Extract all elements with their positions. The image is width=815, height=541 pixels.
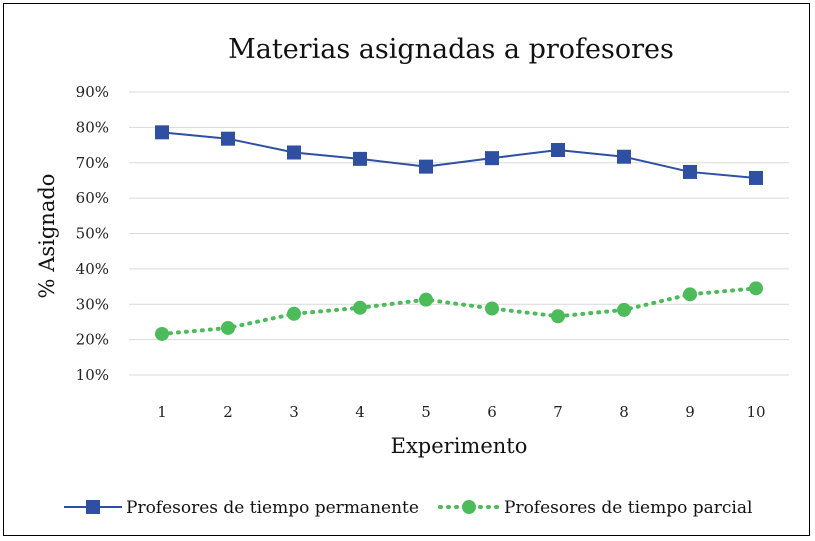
- chart-frame: Materias asignadas a profesores 10% 20% 30…: [3, 3, 810, 536]
- y-tick-label: 60%: [76, 189, 109, 207]
- y-tick-label: 50%: [76, 225, 109, 243]
- y-axis-ticks: 10% 20% 30% 40% 50% 60% 70% 80% 90%: [76, 83, 109, 384]
- y-tick-label: 10%: [76, 366, 109, 384]
- y-tick-label: 80%: [76, 118, 109, 136]
- legend-item-permanent: Profesores de tiempo permanente: [64, 498, 419, 518]
- data-point: [287, 306, 301, 321]
- data-point: [617, 302, 631, 317]
- x-axis-ticks: 1 2 3 4 5 6 7 8 9 10: [157, 403, 765, 421]
- y-axis-title: % Asignado: [35, 174, 59, 299]
- legend-marker-square: [86, 500, 100, 514]
- x-axis-title: Experimento: [391, 434, 528, 458]
- data-point: [485, 151, 499, 166]
- data-point: [155, 125, 169, 140]
- x-tick-label: 1: [157, 403, 167, 421]
- data-point: [683, 287, 697, 302]
- y-tick-label: 40%: [76, 260, 109, 278]
- data-point: [155, 326, 169, 341]
- x-tick-label: 10: [746, 403, 765, 421]
- data-point: [551, 309, 565, 324]
- y-tick-label: 90%: [76, 83, 109, 101]
- data-point: [287, 145, 301, 160]
- data-point: [551, 143, 565, 158]
- x-tick-label: 7: [553, 403, 563, 421]
- chart-title: Materias asignadas a profesores: [228, 34, 674, 65]
- data-point: [353, 151, 367, 166]
- x-tick-label: 2: [223, 403, 233, 421]
- data-point: [749, 170, 763, 185]
- data-point: [419, 159, 433, 174]
- y-tick-label: 20%: [76, 331, 109, 349]
- legend-label-parcial: Profesores de tiempo parcial: [504, 498, 752, 518]
- series-layer: [155, 125, 763, 341]
- x-tick-label: 3: [289, 403, 299, 421]
- x-tick-label: 5: [421, 403, 431, 421]
- series-permanent: [155, 125, 763, 185]
- legend-marker-circle: [462, 500, 476, 514]
- data-point: [617, 149, 631, 164]
- x-tick-label: 9: [685, 403, 695, 421]
- data-point: [221, 131, 235, 146]
- legend-label-permanent: Profesores de tiempo permanente: [126, 498, 419, 518]
- series-line: [161, 131, 757, 179]
- x-tick-label: 4: [355, 403, 365, 421]
- data-point: [419, 292, 433, 307]
- data-point: [485, 301, 499, 316]
- series-line: [160, 286, 758, 336]
- data-point: [221, 320, 235, 335]
- series-parcial: [155, 281, 763, 341]
- legend-item-parcial: Profesores de tiempo parcial: [438, 498, 752, 518]
- legend: Profesores de tiempo permanente Profesor…: [64, 498, 752, 518]
- data-point: [683, 164, 697, 179]
- gridlines: [129, 91, 789, 376]
- line-chart: Materias asignadas a profesores 10% 20% 30…: [35, 34, 789, 518]
- y-tick-label: 70%: [76, 154, 109, 172]
- y-tick-label: 30%: [76, 295, 109, 313]
- data-point: [353, 300, 367, 315]
- x-tick-label: 8: [619, 403, 629, 421]
- x-tick-label: 6: [487, 403, 497, 421]
- data-point: [749, 281, 763, 296]
